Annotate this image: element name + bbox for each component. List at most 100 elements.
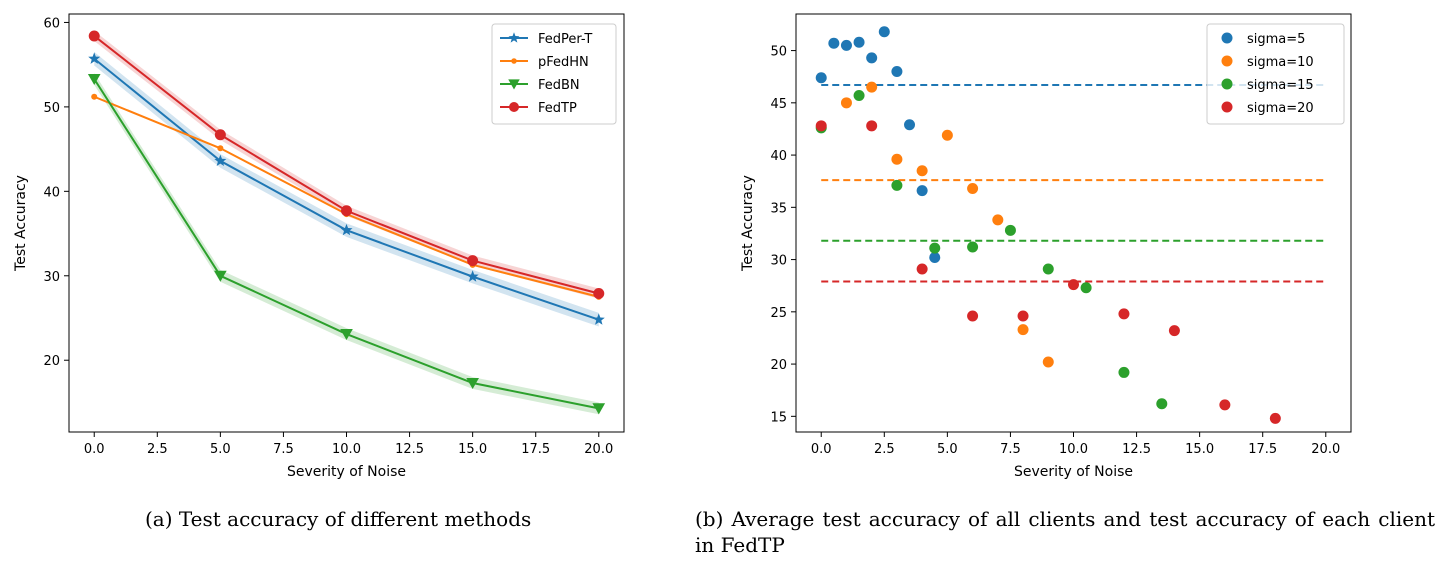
data-point-sigma=20 [967,310,979,322]
data-point-sigma=5 [840,39,852,51]
legend-label-sigma=10: sigma=10 [1247,55,1314,70]
data-point-FedTP [88,30,100,42]
chart-a-ytick-label: 30 [43,270,60,285]
data-point-sigma=5 [878,26,890,38]
chart-b-xlabel: Severity of Noise [1014,464,1133,480]
data-point-sigma=10 [941,129,953,141]
legend-marker-FedTP [509,102,519,112]
data-point-sigma=10 [967,183,979,195]
data-point-sigma=20 [1068,279,1079,291]
chart-a-xtick-label: 12.5 [395,442,424,457]
chart-a-xtick-label: 0.0 [84,442,105,457]
chart-a-legend: FedPer-T pFedHN FedBN FedTP [491,23,617,125]
data-point-FedBN [466,377,479,390]
caption-b: (b) Average test accuracy of all clients… [695,507,1435,557]
data-point-FedTP [593,288,605,300]
data-point-sigma=10 [866,81,878,93]
data-point-sigma=15 [1080,282,1092,294]
chart-b-ytick-label: 25 [770,306,787,321]
data-point-sigma=5 [866,52,878,64]
chart-a-ylabel: Test Accuracy [13,175,29,272]
chart-a-xtick-label: 2.5 [147,442,168,457]
data-point-sigma=20 [1269,412,1281,424]
data-point-FedBN [592,403,606,415]
data-point-FedBN [87,73,101,86]
data-point-sigma=5 [916,185,928,197]
data-point-FedTP [214,129,226,141]
data-point-sigma=10 [916,165,928,177]
data-point-sigma=20 [1219,399,1231,411]
chart-b-legend: sigma=5 sigma=10 sigma=15 sigma=20 [1206,23,1345,125]
data-point-sigma=20 [815,120,827,132]
chart-b-legend-box [1206,23,1345,125]
data-point-FedPer-T [88,52,101,64]
data-point-sigma=20 [866,120,878,132]
data-point-sigma=5 [853,36,865,48]
data-point-FedTP [467,255,479,267]
legend-marker-sigma=5 [1221,32,1233,44]
data-point-FedPer-T [214,154,227,167]
data-point-sigma=15 [967,241,979,253]
data-point-sigma=10 [1017,324,1029,336]
legend-label-sigma=15: sigma=15 [1247,78,1314,93]
chart-b-ytick-label: 40 [770,149,787,164]
data-point-sigma=20 [1118,308,1130,320]
data-point-sigma=20 [916,263,928,275]
data-point-sigma=15 [1042,263,1054,275]
data-point-FedBN [214,270,227,282]
chart-a-ytick-label: 40 [43,185,60,200]
chart-b-xtick-label: 2.5 [874,442,895,457]
chart-a-axes-frame [68,13,625,433]
chart-b-xtick-label: 20.0 [1311,442,1340,457]
data-point-pFedHN [91,93,98,100]
data-point-sigma=10 [840,97,852,109]
data-point-sigma=5 [929,251,941,263]
chart-b-ytick-label: 30 [770,254,787,269]
chart-a-test-accuracy-methods: 0.0 2.5 5.0 7.5 10.0 12.5 15.0 17.5 20.0 20 30 40 50… [13,13,625,480]
chart-b-xtick-label: 5.0 [937,442,958,457]
series-band-FedPer-T [94,52,599,327]
legend-label-sigma=20: sigma=20 [1247,101,1314,116]
data-point-sigma=15 [1004,224,1016,236]
data-point-FedPer-T [466,270,479,282]
legend-marker-sigma=10 [1221,55,1233,67]
data-point-sigma=5 [904,119,916,131]
legend-label-FedPer-T: FedPer-T [538,32,592,47]
legend-marker-sigma=20 [1221,101,1233,113]
data-point-FedPer-T [592,313,605,325]
chart-b-ytick-label: 15 [770,410,787,425]
chart-a-xtick-label: 10.0 [332,442,361,457]
legend-marker-FedBN [508,79,520,90]
data-point-sigma=15 [853,90,865,102]
chart-b-ylabel: Test Accuracy [740,175,756,272]
data-point-FedBN [340,328,353,341]
chart-b-xtick-label: 17.5 [1248,442,1277,457]
chart-a-xtick-label: 17.5 [521,442,550,457]
chart-b-axes-frame [795,13,1352,433]
chart-b-xtick-label: 0.0 [811,442,832,457]
chart-b-xtick-label: 15.0 [1185,442,1214,457]
legend-label-FedBN: FedBN [538,78,580,93]
legend-label-FedTP: FedTP [538,101,577,116]
chart-a-xtick-label: 5.0 [210,442,231,457]
data-point-pFedHN [217,145,224,152]
chart-b-xtick-label: 7.5 [1000,442,1021,457]
legend-label-pFedHN: pFedHN [538,55,589,70]
data-point-sigma=15 [929,242,941,254]
chart-a-xtick-label: 20.0 [584,442,613,457]
chart-a-xtick-label: 15.0 [458,442,487,457]
data-point-sigma=5 [891,65,903,77]
data-point-FedPer-T [340,223,353,236]
data-point-sigma=20 [1017,310,1029,322]
chart-a-ytick-label: 60 [43,16,60,31]
data-point-sigma=5 [815,72,827,84]
data-point-sigma=10 [891,153,903,165]
chart-a-xtick-label: 7.5 [273,442,294,457]
legend-marker-pFedHN [511,58,517,64]
data-point-sigma=15 [891,179,903,191]
chart-b-ytick-label: 45 [770,97,787,112]
data-point-sigma=15 [1118,366,1130,378]
data-point-sigma=15 [1156,398,1168,410]
chart-a-legend-box [491,23,617,125]
